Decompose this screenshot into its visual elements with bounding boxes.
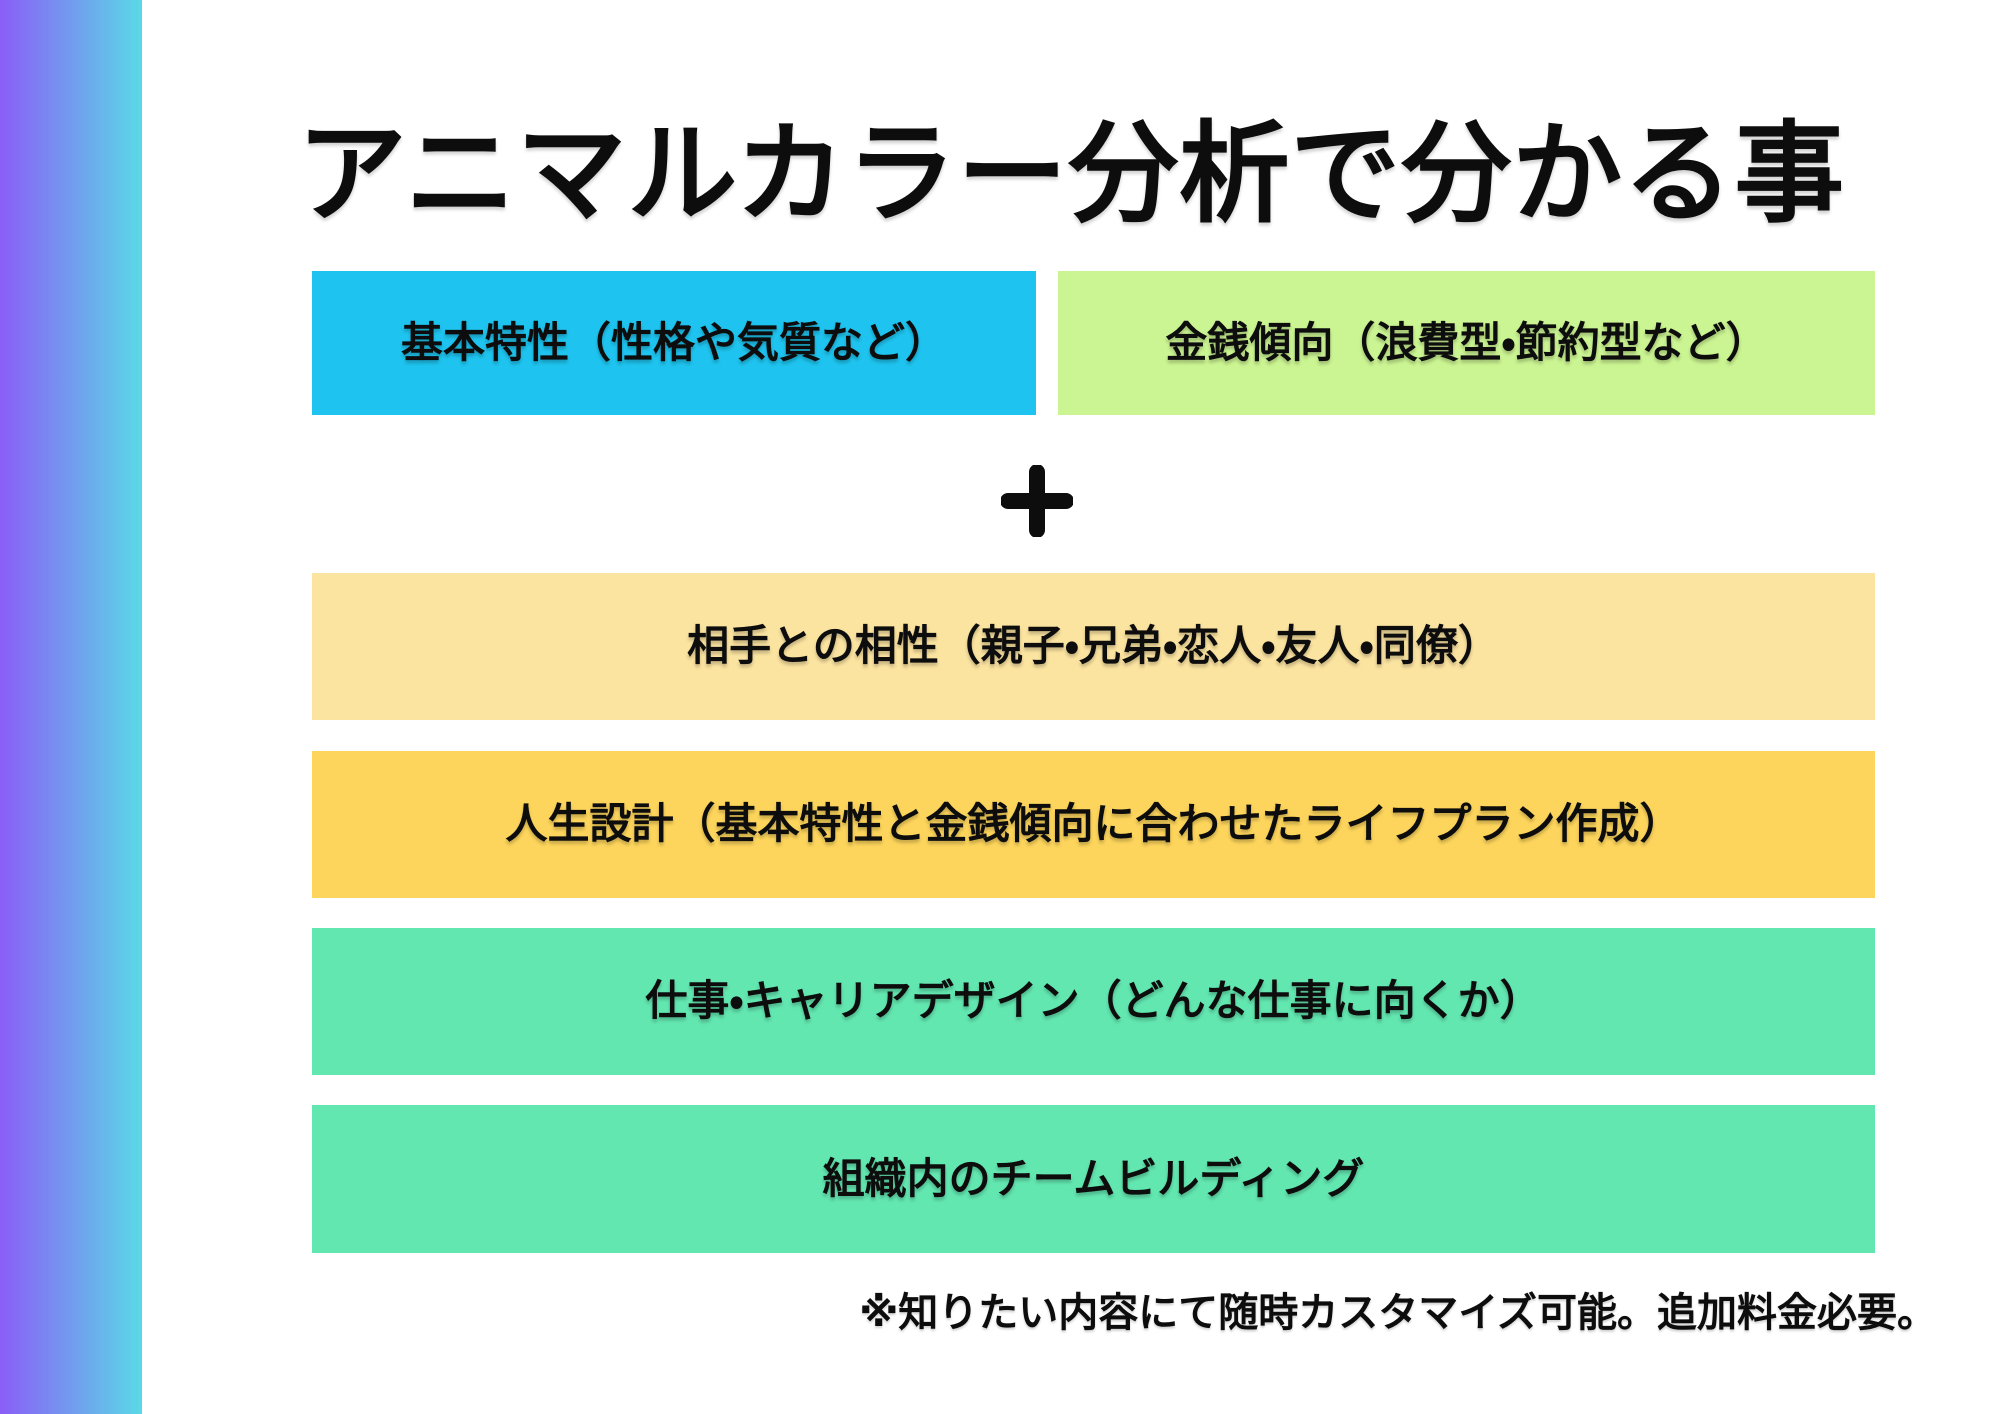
box-basic-traits-label: 基本特性（性格や気質など） [400,318,947,366]
box-money-tendency: 金銭傾向（浪費型・節約型など） [1058,271,1875,415]
box-life-design-label: 人生設計（基本特性と金銭傾向に合わせたライフプラン作成） [505,800,1682,848]
page-title: アニマルカラー分析で分かる事 [296,112,1846,236]
left-gradient-bar [0,0,142,1414]
box-compatibility: 相手との相性（親子・兄弟・恋人・友人・同僚） [312,573,1875,720]
footnote: ※知りたい内容にて随時カスタマイズ可能。追加料金必要。 [859,1291,1937,1335]
box-career-design-label: 仕事・キャリアデザイン（どんな仕事に向くか） [645,977,1542,1025]
box-career-design: 仕事・キャリアデザイン（どんな仕事に向くか） [312,928,1875,1075]
box-compatibility-label: 相手との相性（親子・兄弟・恋人・友人・同僚） [687,622,1500,670]
box-team-building-label: 組織内のチームビルディング [822,1154,1365,1202]
plus-icon [1000,464,1074,538]
box-basic-traits: 基本特性（性格や気質など） [312,271,1036,415]
box-money-tendency-label: 金銭傾向（浪費型・節約型など） [1165,318,1768,366]
box-life-design: 人生設計（基本特性と金銭傾向に合わせたライフプラン作成） [312,751,1875,898]
box-team-building: 組織内のチームビルディング [312,1105,1875,1253]
